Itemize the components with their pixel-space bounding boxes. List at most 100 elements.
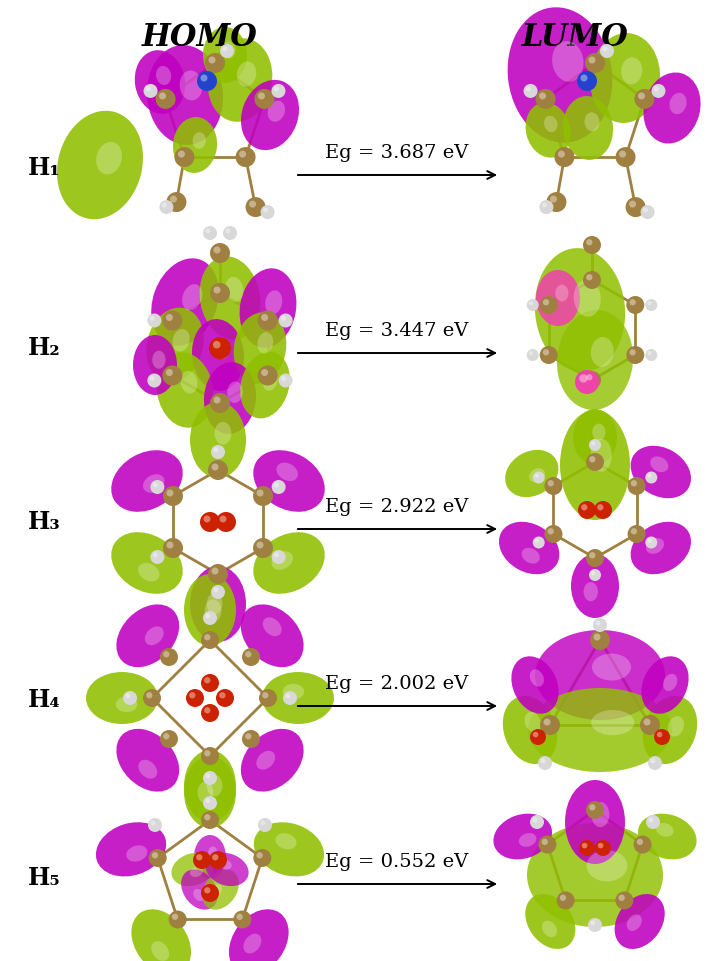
Ellipse shape xyxy=(654,86,659,91)
Ellipse shape xyxy=(535,538,539,543)
Ellipse shape xyxy=(166,314,173,321)
Ellipse shape xyxy=(668,716,684,736)
Ellipse shape xyxy=(123,691,137,705)
Ellipse shape xyxy=(255,89,275,109)
Ellipse shape xyxy=(281,376,286,381)
Text: Eg = 3.447 eV: Eg = 3.447 eV xyxy=(325,322,469,340)
Ellipse shape xyxy=(190,402,246,478)
Ellipse shape xyxy=(209,337,231,359)
Text: H₃: H₃ xyxy=(28,510,61,534)
Ellipse shape xyxy=(182,284,202,310)
Ellipse shape xyxy=(257,852,262,858)
Ellipse shape xyxy=(592,653,631,680)
Ellipse shape xyxy=(560,895,566,900)
Ellipse shape xyxy=(522,548,540,563)
Ellipse shape xyxy=(163,538,183,558)
Ellipse shape xyxy=(647,474,651,478)
Ellipse shape xyxy=(184,750,236,822)
Ellipse shape xyxy=(646,815,660,829)
Ellipse shape xyxy=(542,921,557,937)
Ellipse shape xyxy=(204,362,256,434)
Ellipse shape xyxy=(184,574,236,646)
Ellipse shape xyxy=(588,57,596,63)
Ellipse shape xyxy=(533,731,538,737)
Ellipse shape xyxy=(262,371,277,391)
Ellipse shape xyxy=(530,729,546,745)
Ellipse shape xyxy=(174,147,194,167)
Ellipse shape xyxy=(669,93,686,114)
Ellipse shape xyxy=(201,631,219,649)
Ellipse shape xyxy=(180,371,197,394)
Ellipse shape xyxy=(274,482,279,487)
Ellipse shape xyxy=(204,707,210,713)
Ellipse shape xyxy=(203,611,217,625)
Ellipse shape xyxy=(245,197,265,217)
Ellipse shape xyxy=(190,566,246,642)
Ellipse shape xyxy=(530,815,544,829)
Ellipse shape xyxy=(593,618,607,632)
Ellipse shape xyxy=(589,439,601,451)
Ellipse shape xyxy=(237,62,256,86)
Ellipse shape xyxy=(260,205,275,219)
Ellipse shape xyxy=(253,450,325,512)
Ellipse shape xyxy=(204,515,210,523)
Ellipse shape xyxy=(592,424,606,440)
Ellipse shape xyxy=(200,75,207,82)
Ellipse shape xyxy=(203,796,217,810)
Ellipse shape xyxy=(201,704,219,722)
Ellipse shape xyxy=(577,71,597,91)
Ellipse shape xyxy=(157,353,213,428)
Ellipse shape xyxy=(206,852,249,886)
Ellipse shape xyxy=(150,376,154,381)
Ellipse shape xyxy=(253,486,273,506)
Ellipse shape xyxy=(586,239,593,245)
Ellipse shape xyxy=(591,710,634,735)
Ellipse shape xyxy=(626,346,644,364)
Ellipse shape xyxy=(560,410,630,520)
Ellipse shape xyxy=(585,53,605,73)
Ellipse shape xyxy=(541,758,546,763)
Ellipse shape xyxy=(538,756,552,770)
Ellipse shape xyxy=(209,851,227,869)
Ellipse shape xyxy=(200,512,220,532)
Text: LUMO: LUMO xyxy=(521,22,628,53)
Ellipse shape xyxy=(636,839,643,845)
Ellipse shape xyxy=(644,719,651,726)
Ellipse shape xyxy=(285,694,290,699)
Ellipse shape xyxy=(204,600,222,622)
Ellipse shape xyxy=(220,692,225,699)
Ellipse shape xyxy=(147,313,162,328)
Ellipse shape xyxy=(619,151,626,158)
Ellipse shape xyxy=(190,867,203,877)
Ellipse shape xyxy=(242,730,260,748)
Ellipse shape xyxy=(210,283,230,303)
Text: H₄: H₄ xyxy=(28,688,61,712)
Ellipse shape xyxy=(235,147,255,167)
Ellipse shape xyxy=(589,456,596,462)
Ellipse shape xyxy=(540,296,558,314)
Ellipse shape xyxy=(529,468,545,482)
Ellipse shape xyxy=(213,341,220,349)
Ellipse shape xyxy=(146,692,152,699)
Ellipse shape xyxy=(172,329,189,352)
Ellipse shape xyxy=(281,316,286,321)
Ellipse shape xyxy=(552,41,583,82)
Ellipse shape xyxy=(540,346,558,364)
Ellipse shape xyxy=(170,196,177,203)
Ellipse shape xyxy=(153,482,158,487)
Ellipse shape xyxy=(212,568,219,575)
Ellipse shape xyxy=(223,226,237,240)
Ellipse shape xyxy=(156,66,171,85)
Ellipse shape xyxy=(544,477,563,495)
Ellipse shape xyxy=(554,147,574,167)
Ellipse shape xyxy=(546,192,566,212)
Ellipse shape xyxy=(544,525,563,543)
Ellipse shape xyxy=(229,909,289,961)
Ellipse shape xyxy=(499,522,559,575)
Ellipse shape xyxy=(152,852,158,858)
Ellipse shape xyxy=(584,112,600,132)
Ellipse shape xyxy=(275,833,297,850)
Ellipse shape xyxy=(240,268,297,348)
Ellipse shape xyxy=(582,843,588,849)
Ellipse shape xyxy=(201,674,219,692)
